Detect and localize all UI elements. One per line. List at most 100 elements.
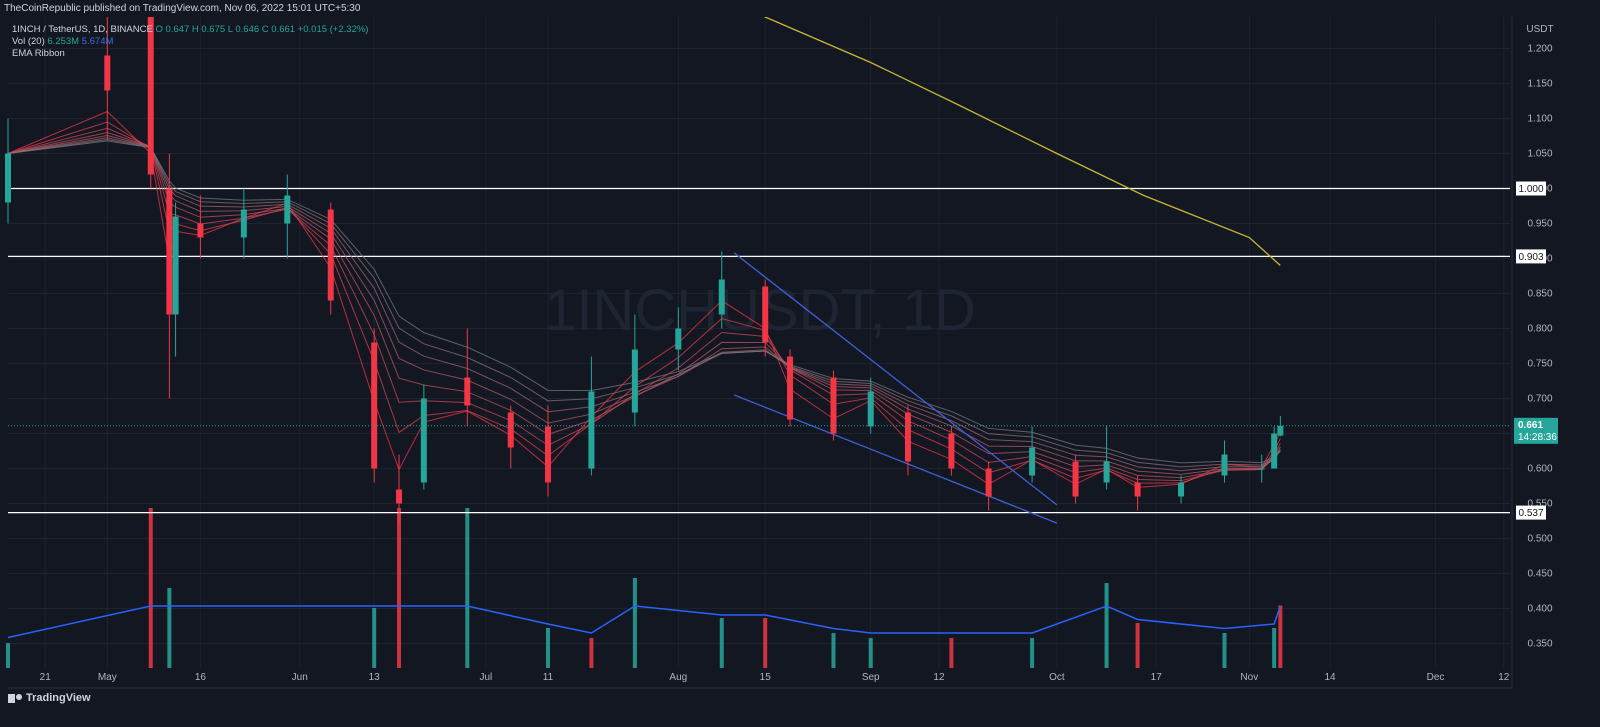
time-tick-label: Aug	[669, 672, 687, 683]
candle-body	[1178, 482, 1185, 497]
volume-label[interactable]: Vol (20)	[12, 36, 45, 47]
candle-body	[240, 209, 247, 238]
time-tick-label: 12	[1498, 672, 1510, 683]
price-tick-label: 0.400	[1527, 604, 1552, 615]
time-tick-label: Oct	[1049, 672, 1065, 683]
volume-bar	[6, 643, 10, 668]
symbol-label[interactable]: 1INCH / TetherUS, 1D, BINANCE	[12, 24, 153, 35]
brand-name: TradingView	[26, 692, 91, 704]
price-tick-label: 0.800	[1527, 324, 1552, 335]
time-tick-label: May	[98, 672, 117, 683]
level-price-tag	[1516, 505, 1546, 520]
candle-body	[588, 391, 595, 469]
price-axis-unit: USDT	[1526, 24, 1553, 35]
volume-ma-value: 5.674M	[81, 36, 114, 47]
last-price-tag	[1514, 417, 1558, 444]
tradingview-brand[interactable]: TradingView	[8, 692, 91, 704]
time-tick-label: Dec	[1427, 672, 1445, 683]
candle-body	[1103, 461, 1110, 483]
candle-body	[1221, 454, 1228, 476]
candle-body	[985, 468, 992, 497]
volume-value: 6.253M	[47, 36, 80, 47]
price-tick-label: 0.550	[1527, 499, 1552, 510]
volume-bar	[545, 628, 550, 668]
price-tick-label: 0.750	[1527, 359, 1552, 370]
level-price-tag-label: 0.537	[1518, 508, 1543, 519]
time-tick-label: 21	[40, 672, 52, 683]
volume-ma-line	[7, 605, 1282, 639]
time-tick-label: Sep	[862, 672, 880, 683]
time-tick-label: 17	[1151, 672, 1163, 683]
candle-body	[327, 209, 334, 301]
ema-ribbon-label[interactable]: EMA Ribbon	[12, 48, 65, 59]
time-tick-label: Nov	[1240, 672, 1258, 683]
price-tick-label: 0.450	[1527, 569, 1552, 580]
symbol-row: 1INCH / TetherUS, 1D, BINANCE O 0.647 H …	[12, 24, 368, 36]
candle-body	[718, 279, 725, 315]
publish-header: TheCoinRepublic published on TradingView…	[0, 0, 1600, 17]
candle-body	[1271, 433, 1278, 469]
candle-body	[371, 342, 378, 469]
time-tick-label: 15	[760, 672, 772, 683]
price-tick-label: 0.850	[1527, 289, 1552, 300]
price-tick-label: 0.700	[1527, 394, 1552, 405]
chart-legend: 1INCH / TetherUS, 1D, BINANCE O 0.647 H …	[12, 24, 368, 60]
price-tick-label: 1.050	[1527, 149, 1552, 160]
volume-bar	[831, 633, 836, 668]
volume-bar	[868, 638, 873, 668]
time-tick-label: 12	[933, 672, 945, 683]
volume-bar	[1272, 628, 1277, 668]
candle-body	[1029, 447, 1036, 476]
volume-bar	[465, 508, 470, 668]
price-tick-label: 0.600	[1527, 464, 1552, 475]
candle-body	[1277, 425, 1284, 436]
volume-bar	[1278, 605, 1283, 668]
candle-body	[1258, 468, 1265, 470]
volume-bar	[589, 638, 594, 668]
candle-body	[830, 377, 837, 434]
wedge-trendline-upper	[733, 252, 1058, 506]
candle-body	[867, 391, 874, 427]
volume-bar	[632, 578, 637, 668]
candle-body	[197, 223, 204, 238]
ema-ribbon-line	[7, 131, 1281, 479]
ohlc-values: O 0.647 H 0.675 L 0.646 C 0.661 +0.015 (…	[155, 24, 369, 35]
price-tick-label: 1.100	[1527, 114, 1552, 125]
publish-info: TheCoinRepublic published on TradingView…	[4, 3, 361, 14]
time-tick-label: 16	[195, 672, 207, 683]
price-tick-label: 0.950	[1527, 219, 1552, 230]
ema-ribbon-line	[7, 140, 1281, 464]
level-price-tag-label: 1.000	[1518, 184, 1543, 195]
volume-bar	[763, 618, 768, 668]
price-tick-label: 1.200	[1527, 44, 1552, 55]
candle-body	[507, 412, 514, 448]
level-price-tag	[1516, 249, 1546, 264]
volume-bar	[1104, 583, 1109, 668]
volume-row: Vol (20) 6.253M 5.674M	[12, 36, 368, 48]
candle-body	[1134, 482, 1141, 497]
volume-bar	[1135, 623, 1140, 668]
candle-body	[420, 398, 427, 483]
candle-body	[166, 188, 173, 315]
candle-body	[5, 153, 11, 203]
ema-row: EMA Ribbon	[12, 48, 368, 60]
candle-body	[147, 13, 154, 175]
candle-body	[675, 328, 682, 350]
price-tick-label: 1.150	[1527, 79, 1552, 90]
time-tick-label: 11	[543, 672, 554, 683]
level-price-tag-label: 0.903	[1518, 252, 1543, 263]
candle-body	[631, 349, 638, 413]
candle-body	[948, 433, 955, 469]
level-price-tag	[1516, 181, 1546, 196]
volume-bar	[1222, 633, 1227, 668]
candle-countdown: 14:28:36	[1518, 432, 1557, 443]
volume-bar	[719, 618, 724, 668]
candle-body	[904, 412, 911, 462]
last-price-label: 0.661	[1518, 420, 1543, 431]
price-tick-label: 0.500	[1527, 534, 1552, 545]
ema-ribbon-line	[7, 138, 1281, 468]
candle-body	[464, 377, 471, 406]
time-tick-label: 14	[1324, 672, 1336, 683]
